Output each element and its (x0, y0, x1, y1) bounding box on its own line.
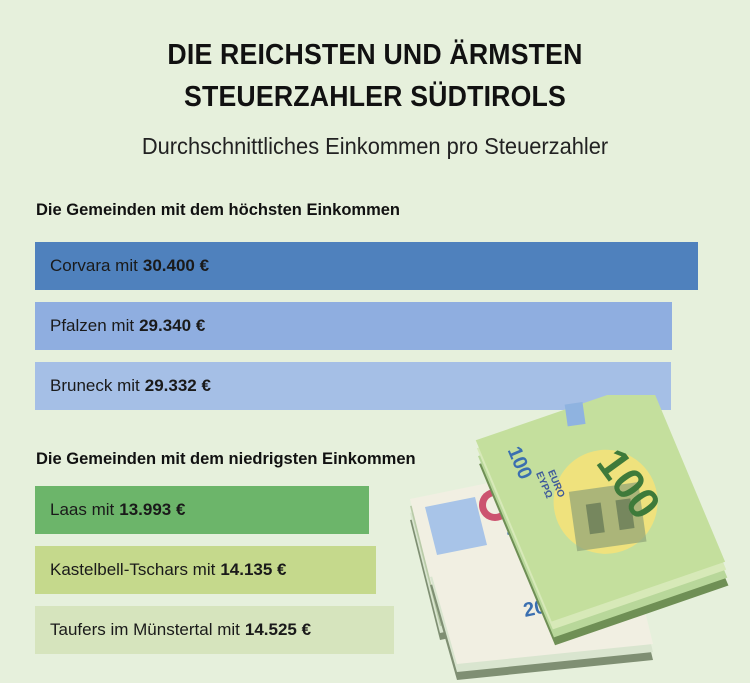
bar-label: Pfalzen mit (50, 316, 135, 335)
euro-banknotes-illustration: 20 20 100 100 EURO ΕΥΡΩ (410, 395, 729, 680)
bar-value-label: 29.340 € (139, 316, 206, 335)
bar: Corvara mit 30.400 € (35, 242, 698, 290)
bar-label: Bruneck mit (50, 376, 140, 395)
bar: Bruneck mit 29.332 € (35, 362, 672, 410)
bar-label: Taufers im Münstertal mit (50, 620, 240, 639)
bar-label: Corvara mit (50, 256, 138, 275)
chart-subtitle: Durchschnittliches Einkommen pro Steuerz… (141, 133, 609, 159)
bar-value-label: 29.332 € (144, 376, 211, 395)
bar-value-label: 30.400 € (142, 256, 210, 275)
bar-label: Kastelbell-Tschars mit (50, 560, 216, 579)
section-heading: Die Gemeinden mit dem höchsten Einkommen (36, 201, 400, 219)
bar: Taufers im Münstertal mit 14.525 € (35, 606, 395, 654)
bar: Kastelbell-Tschars mit 14.135 € (35, 546, 376, 594)
section-heading: Die Gemeinden mit dem niedrigsten Einkom… (36, 450, 416, 468)
bar-value-label: 13.993 € (119, 500, 186, 519)
chart-title: DIE REICHSTEN UND ÄRMSTEN STEUERZAHLER S… (30, 34, 720, 118)
bar-value-label: 14.135 € (220, 560, 287, 579)
bar-label: Laas mit (50, 500, 115, 519)
title-line-1: DIE REICHSTEN UND ÄRMSTEN (167, 39, 583, 71)
bar-value-label: 14.525 € (244, 620, 312, 639)
banknote-stack-100: 100 100 EURO ΕΥΡΩ (475, 395, 729, 646)
title-line-2: STEUERZAHLER SÜDTIROLS (183, 81, 567, 113)
bar: Laas mit 13.993 € (35, 486, 369, 534)
bar: Pfalzen mit 29.340 € (35, 302, 672, 350)
